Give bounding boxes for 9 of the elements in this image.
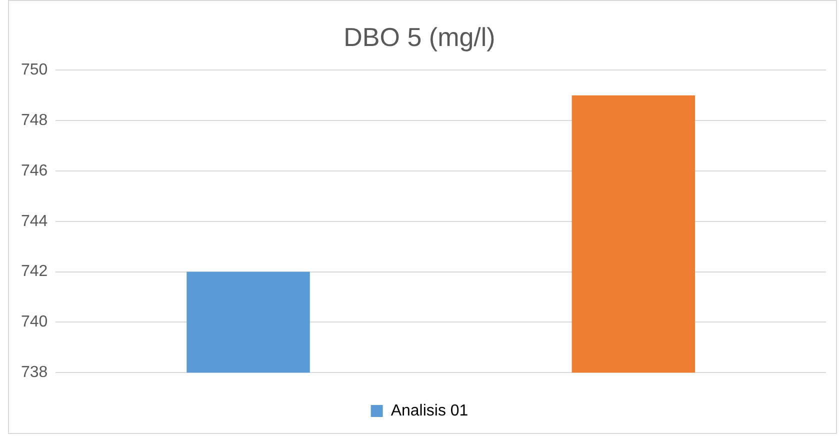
y-tick-label: 748	[20, 112, 48, 130]
chart-title: DBO 5 (mg/l)	[344, 22, 496, 52]
legend-label: Analisis 01	[390, 402, 468, 420]
y-tick-label: 750	[20, 62, 48, 79]
y-tick-label: 738	[20, 364, 48, 382]
y-tick-label: 746	[20, 162, 48, 180]
y-tick-label: 742	[20, 263, 48, 280]
y-tick-label: 744	[20, 212, 48, 230]
y-tick-label: 740	[20, 314, 48, 331]
